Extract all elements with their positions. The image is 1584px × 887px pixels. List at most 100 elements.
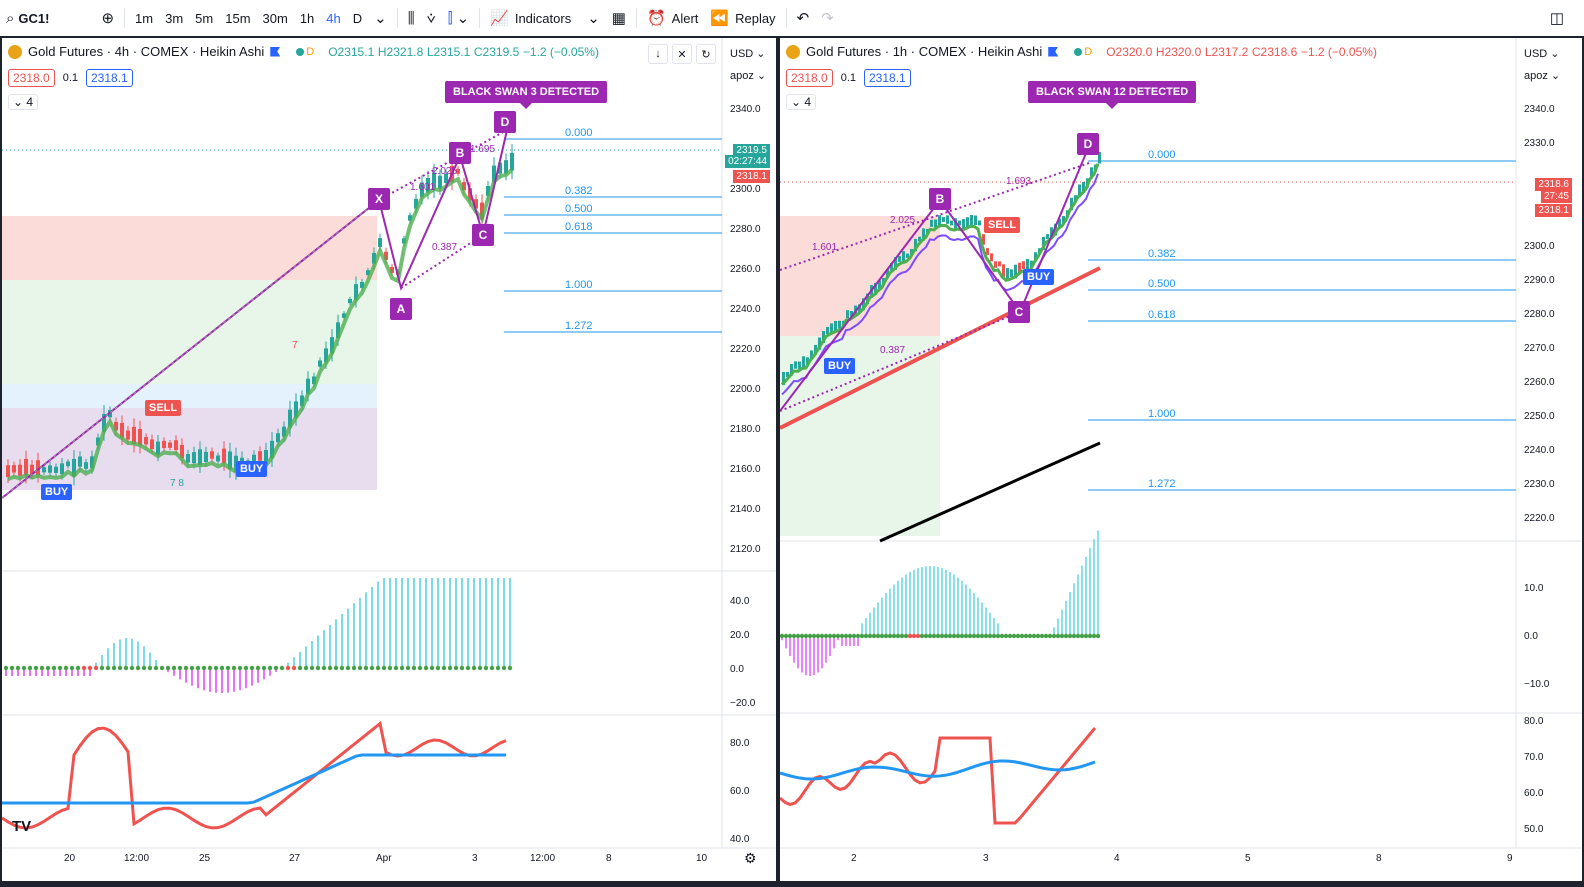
close-value: C2319.5 — [473, 44, 520, 59]
alert-button[interactable]: ⏰ Alert — [641, 0, 704, 36]
time-axis-label: 3 — [472, 853, 478, 864]
candle-body — [886, 268, 889, 278]
chevron-down-icon: ⌄ — [374, 9, 387, 27]
zero-dot — [141, 665, 147, 671]
interval-5m[interactable]: 5m — [195, 10, 214, 26]
candle-body — [1006, 268, 1009, 281]
line-style-button[interactable]: ⩒ — [421, 0, 442, 36]
undo-button[interactable]: ↶ — [791, 0, 816, 36]
zero-dot — [87, 665, 93, 671]
panel-toggle-button[interactable]: ◫ — [1544, 0, 1570, 36]
zero-dot — [489, 665, 495, 671]
interval-30m[interactable]: 30m — [262, 10, 288, 26]
time-axis-label: 8 — [1376, 853, 1382, 864]
collapse-pane-button[interactable]: ✕ — [672, 44, 692, 64]
settings-button[interactable]: ⚙ — [744, 850, 757, 867]
pattern-point-d: D — [1077, 133, 1099, 155]
moving-average-purple — [781, 173, 1099, 396]
candle-body — [906, 253, 909, 258]
reset-scale-button[interactable]: ↻ — [696, 44, 716, 64]
signal-line — [780, 759, 1096, 781]
sell-signal: SELL — [145, 400, 182, 416]
candle-body — [934, 219, 937, 229]
indicators-button[interactable]: 📈 Indicators ⌄ — [484, 0, 606, 36]
candle-body — [216, 455, 220, 462]
time-axis-label: 4 — [1114, 853, 1120, 864]
ask-button[interactable]: 2318.1 — [86, 69, 133, 87]
indicators-collapse-button[interactable]: ⌄ 4 — [8, 94, 39, 110]
zero-dot — [291, 665, 297, 671]
price-axis-label: 2160.0 — [730, 464, 761, 475]
scale-mode-label: apoz — [730, 70, 754, 82]
currency-select[interactable]: USD ⌄ — [1524, 48, 1560, 60]
candle-body — [1074, 195, 1077, 202]
bid-button[interactable]: 2318.0 — [8, 69, 55, 87]
candle-body — [1038, 248, 1041, 254]
bar-style-button[interactable]: ⫼ — [402, 0, 421, 36]
candle-body — [898, 256, 901, 262]
replay-button[interactable]: ⏪ Replay — [704, 0, 781, 36]
zero-dot — [971, 633, 977, 639]
zero-dot — [1087, 633, 1093, 639]
zero-dot — [369, 665, 375, 671]
symbol-label: GC1! — [18, 10, 50, 26]
symbol-search[interactable]: ⌕ GC1! — [0, 0, 55, 36]
chart-pane-4h[interactable]: Gold Futures · 4h · COMEX · Heikin Ashi … — [2, 38, 776, 881]
zero-dot — [911, 633, 917, 639]
interval-15m[interactable]: 15m — [225, 10, 251, 26]
currency-select[interactable]: USD ⌄ — [730, 48, 766, 60]
bid-button[interactable]: 2318.0 — [786, 69, 833, 87]
chart-canvas-4h[interactable] — [2, 38, 776, 881]
osc-axis-label: 20.0 — [730, 630, 750, 641]
high-value: H2321.8 — [377, 44, 424, 59]
chart-canvas-1h[interactable] — [780, 38, 1582, 881]
fib-level-label: 1.272 — [565, 320, 593, 332]
zero-dot — [477, 665, 483, 671]
interval-1h[interactable]: 1h — [299, 10, 315, 26]
chart-legend: Gold Futures · 4h · COMEX · Heikin Ashi … — [8, 44, 599, 59]
redo-icon: ↷ — [821, 9, 834, 27]
candle-body — [378, 238, 382, 248]
zone-red — [780, 216, 940, 336]
interval-d[interactable]: D — [352, 10, 363, 26]
time-axis-label: 27 — [289, 853, 301, 864]
chart-pane-1h[interactable]: Gold Futures · 1h · COMEX · Heikin Ashi … — [780, 38, 1582, 881]
layouts-button[interactable]: ▦ — [606, 0, 632, 36]
interval-dropdown[interactable]: ⌄ — [368, 0, 393, 36]
candle-body — [402, 238, 406, 244]
candle-body — [938, 215, 941, 226]
interval-1m[interactable]: 1m — [135, 10, 154, 26]
candle-body — [408, 215, 412, 221]
refresh-icon: ↻ — [701, 48, 711, 61]
interval-4h[interactable]: 4h — [326, 10, 341, 26]
signal-line — [2, 753, 506, 805]
zero-dot — [991, 633, 997, 639]
interval-3m[interactable]: 3m — [165, 10, 184, 26]
zero-dot — [939, 633, 945, 639]
candle-body — [970, 214, 973, 227]
scale-mode-select[interactable]: apoz ⌄ — [1524, 70, 1561, 82]
price-axis-label: 2200.0 — [730, 384, 761, 395]
zero-dot — [811, 633, 817, 639]
candle-body — [150, 439, 154, 450]
zero-dot — [967, 633, 973, 639]
ask-button[interactable]: 2318.1 — [864, 69, 911, 87]
scale-mode-select[interactable]: apoz ⌄ — [730, 70, 767, 82]
indicators-collapse-button[interactable]: ⌄ 4 — [786, 94, 817, 110]
price-axis-label: 2280.0 — [730, 224, 761, 235]
price-axis-label: 2340.0 — [1524, 104, 1555, 115]
redo-button[interactable]: ↷ — [815, 0, 840, 36]
candle-body — [114, 421, 118, 431]
chart-type-button[interactable]: ⫿ ⌄ — [442, 0, 475, 36]
zero-dot — [863, 633, 869, 639]
scroll-down-button[interactable]: ↓ — [648, 44, 668, 64]
price-axis-label: 2120.0 — [730, 544, 761, 555]
compare-button[interactable]: ⊕ — [95, 0, 120, 36]
candle-body — [360, 281, 364, 288]
zero-dot — [15, 665, 21, 671]
osc-axis-label: 0.0 — [730, 664, 744, 675]
candle-body — [838, 320, 841, 329]
tradingview-logo: TV — [12, 818, 32, 835]
pattern-dotted — [378, 129, 508, 201]
zero-dot — [951, 633, 957, 639]
